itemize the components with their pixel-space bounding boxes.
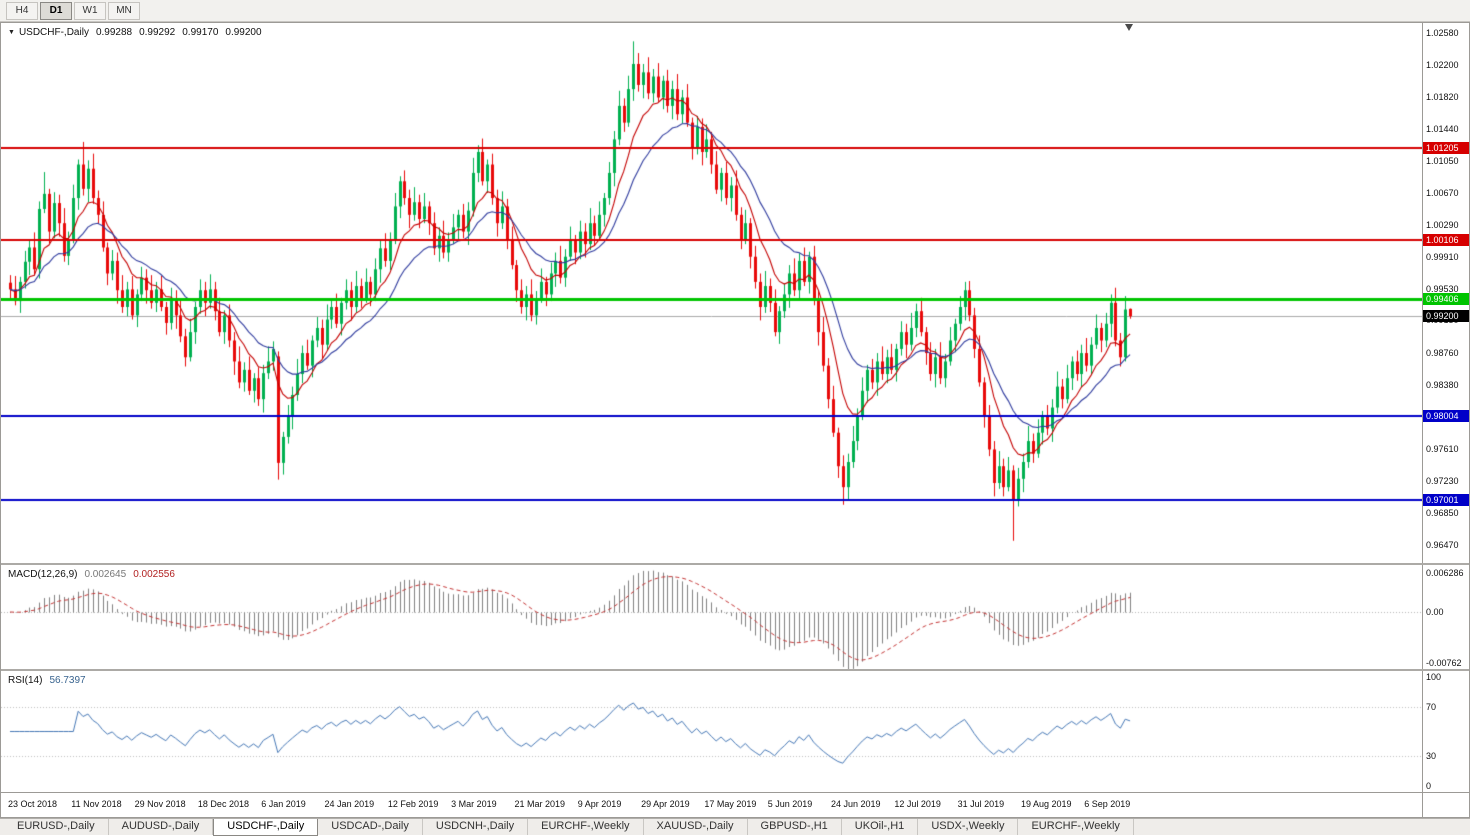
close-value: 0.99200 (225, 27, 262, 38)
date-label: 3 Mar 2019 (451, 799, 497, 809)
price-scale[interactable]: 1.02580 1.02200 1.01820 1.01440 1.01050 1.006… (1422, 23, 1469, 563)
one-click-trading-toggle[interactable]: ▼ (8, 29, 15, 36)
chart-tab[interactable]: USDCAD-,Daily (318, 819, 423, 835)
current-price-badge: 0.99200 (1423, 310, 1469, 323)
date-label: 31 Jul 2019 (957, 799, 1005, 809)
price-level-badge: 1.00106 (1423, 234, 1469, 247)
chart-tab[interactable]: USDX-,Weekly (918, 819, 1019, 835)
date-label: 24 Jun 2019 (831, 799, 881, 809)
chart-tab[interactable]: EURCHF-,Weekly (1018, 819, 1134, 835)
rsi-pane: RSI(14) 56.7397 100 70 30 0 (1, 671, 1469, 792)
chart-window: ▼ USDCHF-,Daily 0.99288 0.99292 0.99170 0.992… (0, 22, 1470, 818)
scale-corner-divider (1422, 793, 1423, 817)
price-scale-label: 1.00670 (1426, 188, 1459, 199)
chart-tab[interactable]: AUDUSD-,Daily (109, 819, 214, 835)
date-label: 11 Nov 2018 (71, 799, 122, 809)
macd-scale-label: 0.006286 (1426, 568, 1464, 578)
date-label: 9 Apr 2019 (577, 799, 622, 809)
chart-tabs-bar: EURUSD-,Daily AUDUSD-,Daily USDCHF-,Daily U… (0, 818, 1470, 836)
price-scale-label: 1.01440 (1426, 123, 1459, 134)
price-level-badge: 0.99406 (1423, 292, 1469, 305)
rsi-legend: RSI(14) 56.7397 (8, 675, 86, 686)
timeframe-button-w1[interactable]: W1 (74, 1, 106, 20)
macd-signal-value: 0.002556 (133, 569, 175, 580)
date-label: 6 Jan 2019 (261, 799, 306, 809)
chart-tab[interactable]: EURUSD-,Daily (4, 819, 109, 835)
date-label: 12 Jul 2019 (894, 799, 941, 809)
price-scale-label: 1.02580 (1426, 27, 1459, 38)
timeframe-toolbar: H4 D1 W1 MN (0, 0, 1470, 22)
price-scale-label: 0.99530 (1426, 283, 1459, 294)
open-value: 0.99288 (95, 27, 133, 38)
rsi-canvas[interactable] (1, 671, 1422, 792)
macd-scale[interactable]: 0.006286 0.00 -0.00762 (1422, 565, 1469, 669)
low-value: 0.99170 (182, 27, 219, 38)
price-scale-label: 0.96850 (1426, 508, 1459, 519)
date-label: 21 Mar 2019 (514, 799, 566, 809)
price-scale-label: 1.01050 (1426, 156, 1459, 167)
timeframe-button-d1[interactable]: D1 (40, 1, 72, 20)
rsi-scale-label: 0 (1426, 781, 1432, 791)
pane-splitter[interactable] (1, 669, 1469, 671)
price-level-badge: 1.01205 (1423, 142, 1469, 155)
date-label: 24 Jan 2019 (324, 799, 375, 809)
macd-pane: MACD(12,26,9) 0.002645 0.002556 0.006286 0.… (1, 565, 1469, 669)
macd-scale-label: 0.00 (1426, 607, 1444, 617)
chart-tab[interactable]: GBPUSD-,H1 (748, 819, 842, 835)
date-label: 23 Oct 2018 (8, 799, 58, 809)
timeframe-button-mn[interactable]: MN (108, 1, 140, 20)
price-scale-label: 0.98760 (1426, 348, 1459, 359)
date-label: 17 May 2019 (704, 799, 757, 809)
date-label: 5 Jun 2019 (767, 799, 813, 809)
chart-tab[interactable]: EURCHF-,Weekly (528, 819, 644, 835)
chart-tab[interactable]: UKOil-,H1 (842, 819, 919, 835)
rsi-scale-label: 30 (1426, 750, 1437, 761)
rsi-scale-label: 100 (1426, 672, 1442, 682)
macd-title: MACD(12,26,9) (8, 569, 78, 580)
rsi-value: 56.7397 (49, 675, 86, 686)
price-scale-label: 0.99910 (1426, 251, 1459, 262)
date-label: 18 Dec 2018 (197, 799, 249, 809)
price-scale-label: 0.96470 (1426, 539, 1459, 550)
price-scale-label: 0.97610 (1426, 444, 1459, 455)
chart-tab[interactable]: USDCHF-,Daily (213, 819, 319, 836)
date-label: 6 Sep 2019 (1084, 799, 1131, 809)
timeframe-button-h4[interactable]: H4 (6, 1, 38, 20)
price-scale-label: 1.02200 (1426, 59, 1459, 70)
price-level-badge: 0.98004 (1423, 410, 1469, 423)
macd-main-value: 0.002645 (84, 569, 127, 580)
date-label: 29 Nov 2018 (134, 799, 186, 809)
rsi-scale-label: 70 (1426, 702, 1437, 713)
pane-splitter[interactable] (1, 563, 1469, 565)
rsi-scale[interactable]: 100 70 30 0 (1422, 671, 1469, 792)
price-canvas[interactable] (1, 23, 1422, 563)
price-pane: ▼ USDCHF-,Daily 0.99288 0.99292 0.99170 0.992… (1, 23, 1469, 563)
high-value: 0.99292 (139, 27, 176, 38)
chart-tab[interactable]: USDCNH-,Daily (423, 819, 529, 835)
chart-shift-marker (1125, 24, 1133, 31)
macd-legend: MACD(12,26,9) 0.002645 0.002556 (8, 569, 175, 580)
price-scale-label: 0.97230 (1426, 476, 1459, 487)
date-label: 19 Aug 2019 (1020, 799, 1072, 809)
macd-scale-label: -0.00762 (1426, 658, 1462, 668)
chart-tab[interactable]: XAUUSD-,Daily (644, 819, 748, 835)
price-scale-label: 1.01820 (1426, 91, 1459, 102)
date-label: 29 Apr 2019 (641, 799, 690, 809)
symbol-period-label: USDCHF-,Daily (18, 27, 89, 38)
macd-canvas[interactable] (1, 565, 1422, 669)
chart-legend: ▼ USDCHF-,Daily 0.99288 0.99292 0.99170 0.992… (8, 27, 262, 38)
date-label: 12 Feb 2019 (387, 799, 439, 809)
price-scale-label: 1.00290 (1426, 219, 1459, 230)
rsi-title: RSI(14) (8, 675, 43, 686)
price-scale-label: 0.98380 (1426, 379, 1459, 390)
price-level-badge: 0.97001 (1423, 494, 1469, 507)
time-axis[interactable]: 23 Oct 2018 11 Nov 2018 29 Nov 2018 18 Dec … (1, 792, 1469, 817)
